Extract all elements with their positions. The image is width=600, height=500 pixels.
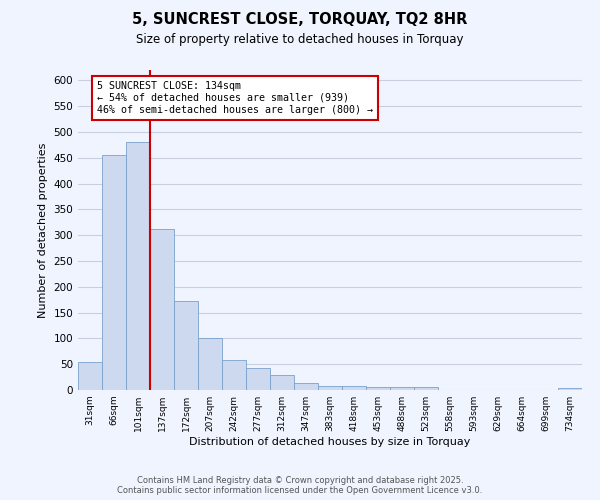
Bar xyxy=(294,383,318,390)
Bar xyxy=(198,338,222,390)
Y-axis label: Number of detached properties: Number of detached properties xyxy=(38,142,48,318)
Bar xyxy=(78,362,102,390)
Bar xyxy=(126,142,150,390)
Bar xyxy=(342,386,366,390)
Bar xyxy=(318,386,342,390)
Bar xyxy=(366,388,390,390)
Bar xyxy=(558,388,582,390)
Bar xyxy=(174,301,198,390)
Text: 5 SUNCREST CLOSE: 134sqm
← 54% of detached houses are smaller (939)
46% of semi-: 5 SUNCREST CLOSE: 134sqm ← 54% of detach… xyxy=(97,82,373,114)
X-axis label: Distribution of detached houses by size in Torquay: Distribution of detached houses by size … xyxy=(190,437,470,447)
Bar xyxy=(246,368,270,390)
Bar xyxy=(390,388,414,390)
Bar xyxy=(270,374,294,390)
Text: Contains HM Land Registry data © Crown copyright and database right 2025.
Contai: Contains HM Land Registry data © Crown c… xyxy=(118,476,482,495)
Bar xyxy=(222,360,246,390)
Bar xyxy=(414,388,438,390)
Text: 5, SUNCREST CLOSE, TORQUAY, TQ2 8HR: 5, SUNCREST CLOSE, TORQUAY, TQ2 8HR xyxy=(133,12,467,28)
Bar xyxy=(150,229,174,390)
Bar xyxy=(102,155,126,390)
Text: Size of property relative to detached houses in Torquay: Size of property relative to detached ho… xyxy=(136,32,464,46)
